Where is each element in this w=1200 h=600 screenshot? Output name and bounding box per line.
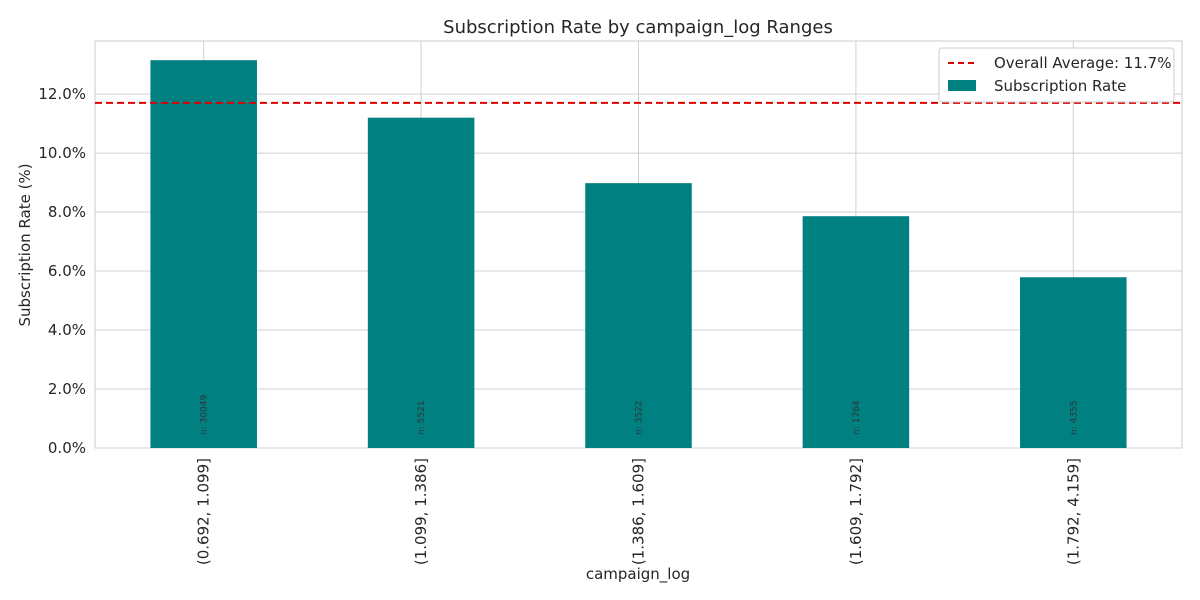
y-tick-label: 0.0%: [48, 439, 86, 457]
bar-count-label: n: 30049: [200, 394, 210, 435]
y-tick-label: 10.0%: [38, 144, 86, 162]
x-tick-label: (1.792, 4.159]: [1064, 458, 1082, 565]
legend-reference-line-label: Overall Average: 11.7%: [994, 54, 1171, 72]
bar: [1020, 277, 1127, 448]
x-tick-label: (1.386, 1.609]: [630, 458, 648, 565]
bar: [585, 183, 692, 448]
y-axis-label: Subscription Rate (%): [16, 163, 34, 326]
y-tick-label: 2.0%: [48, 380, 86, 398]
y-tick-label: 4.0%: [48, 321, 86, 339]
bar-count-label: n: 3522: [635, 400, 645, 435]
legend-box: [938, 47, 1175, 103]
bar: [802, 216, 910, 448]
legend-series-label: Subscription Rate: [994, 77, 1126, 95]
x-axis-label: campaign_log: [586, 565, 690, 584]
x-tick-label: (1.099, 1.386]: [412, 458, 430, 565]
y-tick-label: 12.0%: [38, 85, 86, 103]
bars-layer: n: 30049 n: 5521 n: 3522 n: 1764 n: 4355: [150, 60, 1127, 449]
x-tick-label: (1.609, 1.792]: [847, 458, 865, 565]
bar-count-label: n: 1764: [852, 400, 862, 435]
chart-title: Subscription Rate by campaign_log Ranges: [443, 17, 833, 38]
legend-bar-swatch: [948, 80, 976, 91]
bar-count-label: n: 4355: [1069, 400, 1079, 435]
bar: [367, 117, 475, 449]
legend: Overall Average: 11.7% Subscription Rate: [938, 47, 1175, 103]
x-tick-label: (0.692, 1.099]: [195, 458, 213, 565]
y-tick-label: 8.0%: [48, 203, 86, 221]
bar-count-label: n: 5521: [417, 400, 427, 435]
axis-layer: 0.0% 2.0% 4.0% 6.0% 8.0% 10.0% 12.0% (0.692, 1.…: [38, 85, 1082, 565]
y-tick-label: 6.0%: [48, 262, 86, 280]
bar: [150, 60, 257, 448]
